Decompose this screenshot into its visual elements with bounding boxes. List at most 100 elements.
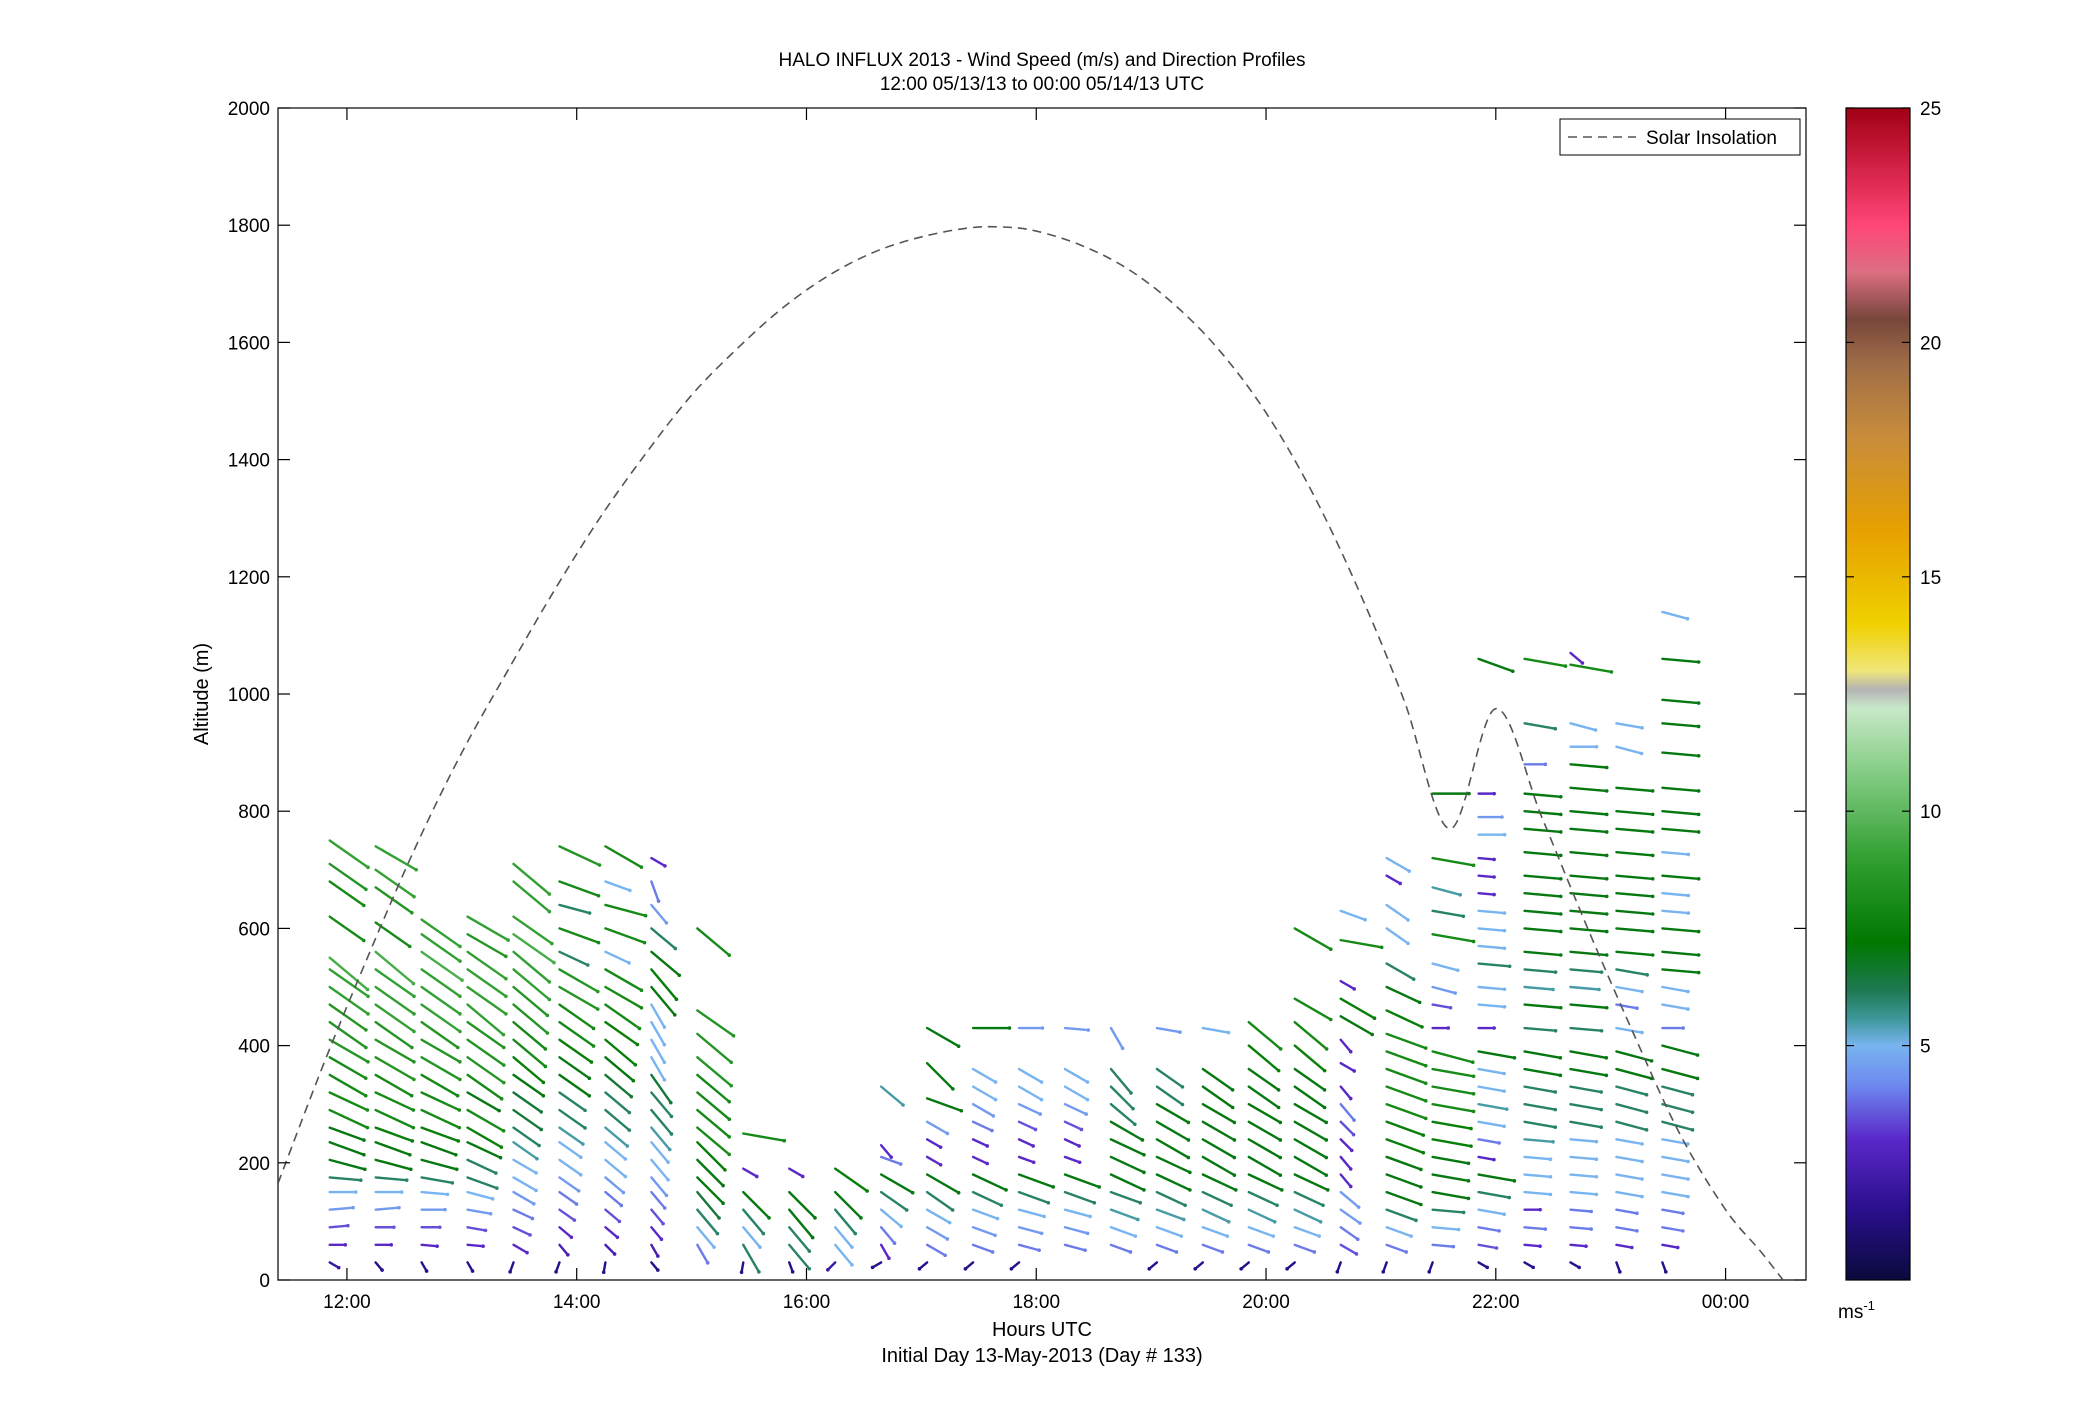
wind-vector <box>512 1190 535 1206</box>
wind-vector-head <box>1507 964 1512 969</box>
wind-vector <box>925 1208 951 1224</box>
wind-vector-head <box>412 994 416 999</box>
wind-vector-head <box>1604 894 1609 899</box>
wind-vector-head <box>1225 1234 1230 1238</box>
wind-vector <box>1523 1026 1557 1032</box>
wind-vector <box>971 1138 989 1148</box>
wind-vector <box>374 1038 416 1064</box>
wind-vector <box>466 915 510 942</box>
wind-vector <box>1477 1120 1506 1128</box>
wind-vector <box>1201 1226 1229 1238</box>
wind-vector-head <box>541 1080 546 1085</box>
wind-vector <box>512 1226 532 1237</box>
wind-vector <box>1017 1190 1050 1204</box>
wind-vector-head <box>1349 1148 1354 1153</box>
wind-vector <box>1155 1208 1185 1221</box>
wind-vector-head <box>364 1028 368 1032</box>
x-tick-label: 18:00 <box>1012 1292 1060 1313</box>
wind-vector-head <box>353 1190 358 1194</box>
wind-vector <box>466 1243 485 1248</box>
wind-vector <box>374 1126 414 1143</box>
wind-vector <box>1615 786 1654 793</box>
wind-vector <box>374 1206 401 1211</box>
wind-vector-head <box>1180 1085 1185 1089</box>
wind-vector-head <box>810 1235 815 1240</box>
wind-vector-head <box>1348 1096 1353 1101</box>
solar-insolation-curve <box>278 225 1784 1280</box>
wind-vector-head <box>1136 1217 1140 1222</box>
wind-vector-head <box>1266 1250 1271 1254</box>
wind-vector <box>1201 1120 1236 1142</box>
wind-vector-head <box>1599 970 1604 974</box>
wind-vector <box>420 968 462 998</box>
wind-vector <box>604 1020 639 1046</box>
wind-vector-head <box>547 909 552 914</box>
legend-label: Solar Insolation <box>1646 128 1777 149</box>
wind-vector <box>558 845 601 867</box>
wind-vector <box>1661 1067 1699 1080</box>
wind-vector-head <box>435 1244 439 1248</box>
wind-vector-head <box>361 938 366 943</box>
wind-vector-head <box>1531 1265 1535 1270</box>
wind-vector <box>1293 1085 1326 1109</box>
wind-vector <box>1661 892 1690 897</box>
wind-vector <box>788 1190 817 1220</box>
wind-vector <box>1431 1050 1474 1064</box>
wind-vector-head <box>1543 762 1548 767</box>
wind-vector-head <box>1446 1026 1451 1030</box>
wind-vector <box>1615 1085 1648 1096</box>
wind-vector-head <box>543 1064 548 1069</box>
wind-vector <box>696 1108 731 1138</box>
wind-vector-head <box>1398 881 1402 886</box>
wind-vector-head <box>1322 1105 1327 1110</box>
wind-vector-head <box>1640 726 1644 730</box>
wind-vector-head <box>1335 1270 1340 1274</box>
wind-vector <box>1477 909 1506 915</box>
wind-vector-head <box>813 1216 817 1220</box>
wind-vector <box>1661 657 1700 664</box>
wind-vector-head <box>623 1174 628 1179</box>
wind-vector-head <box>666 1160 670 1165</box>
wind-vector-head <box>366 1060 370 1064</box>
wind-vector-head <box>945 1237 950 1241</box>
wind-vector-head <box>1348 1184 1353 1189</box>
wind-vector <box>1661 610 1689 620</box>
wind-vector <box>328 1073 367 1097</box>
wind-vector-head <box>460 978 464 982</box>
wind-vector <box>788 1208 814 1239</box>
wind-vector <box>1063 1226 1089 1235</box>
wind-vector <box>1523 985 1555 991</box>
wind-vector-head <box>1502 911 1507 915</box>
wind-vector-head <box>364 887 368 892</box>
wind-vector <box>1339 1208 1362 1225</box>
wind-vector <box>650 1158 670 1181</box>
wind-vector-head <box>1051 1185 1056 1189</box>
wind-vector <box>1661 950 1700 957</box>
wind-vector <box>512 1158 538 1175</box>
wind-vector-head <box>545 1031 550 1035</box>
wind-vector <box>1569 950 1608 957</box>
wind-vector-head <box>1352 987 1357 991</box>
wind-vector <box>1431 933 1475 943</box>
wind-vector-head <box>1644 1092 1649 1097</box>
wind-vector-head <box>782 1138 787 1143</box>
wind-vector-head <box>1696 660 1701 664</box>
wind-vector-head <box>721 1183 725 1188</box>
wind-vector-head <box>457 1108 462 1112</box>
wind-vector <box>466 1003 505 1036</box>
wind-vector <box>420 1176 454 1185</box>
wind-vector <box>1109 1026 1124 1050</box>
wind-vector <box>1385 1243 1408 1254</box>
wind-vector-head <box>1226 1030 1231 1035</box>
wind-vector-head <box>458 1060 462 1064</box>
wind-vector-head <box>1538 1207 1542 1212</box>
wind-vector-head <box>633 1063 638 1067</box>
wind-vector <box>1109 1085 1135 1110</box>
wind-vector-head <box>404 1178 409 1182</box>
wind-vector-head <box>1618 1270 1622 1274</box>
wind-vector <box>604 1038 637 1067</box>
wind-vector-head <box>1324 1155 1329 1160</box>
wind-vector <box>420 1056 462 1081</box>
wind-vector-head <box>410 1139 415 1143</box>
wind-vector-head <box>1650 894 1655 899</box>
